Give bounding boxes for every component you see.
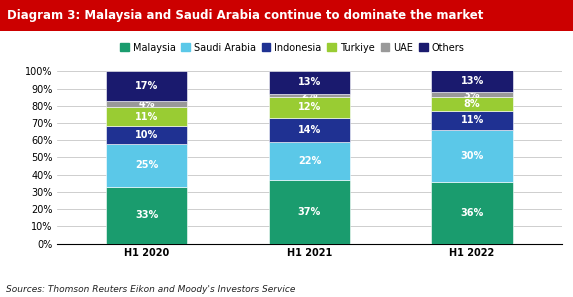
Text: 11%: 11% xyxy=(135,112,158,122)
Text: 3%: 3% xyxy=(464,89,480,99)
Text: 17%: 17% xyxy=(135,81,158,91)
Text: 36%: 36% xyxy=(461,208,484,217)
Bar xyxy=(269,97,350,118)
Bar xyxy=(431,130,513,181)
Bar xyxy=(431,69,513,92)
Text: 33%: 33% xyxy=(135,210,158,220)
Text: Sources: Thomson Reuters Eikon and Moody's Investors Service: Sources: Thomson Reuters Eikon and Moody… xyxy=(6,285,295,294)
Bar xyxy=(431,181,513,244)
Text: 22%: 22% xyxy=(298,156,321,166)
Text: 10%: 10% xyxy=(135,130,158,140)
Bar xyxy=(431,92,513,97)
Bar xyxy=(106,101,187,108)
Text: 2%: 2% xyxy=(301,90,317,100)
Text: 14%: 14% xyxy=(298,125,321,135)
Text: 4%: 4% xyxy=(139,99,155,109)
Bar xyxy=(106,71,187,101)
Bar xyxy=(431,97,513,111)
Text: 8%: 8% xyxy=(464,99,480,109)
Bar xyxy=(106,127,187,144)
Bar xyxy=(269,180,350,244)
Text: 11%: 11% xyxy=(461,115,484,125)
Text: Diagram 3: Malaysia and Saudi Arabia continue to dominate the market: Diagram 3: Malaysia and Saudi Arabia con… xyxy=(7,9,483,22)
Bar xyxy=(269,142,350,180)
Text: 12%: 12% xyxy=(298,102,321,113)
Bar xyxy=(431,111,513,130)
Text: 30%: 30% xyxy=(461,151,484,161)
Text: 13%: 13% xyxy=(461,76,484,86)
Bar xyxy=(106,144,187,187)
Bar xyxy=(269,71,350,94)
Text: 13%: 13% xyxy=(298,78,321,88)
Text: 37%: 37% xyxy=(298,207,321,217)
Bar xyxy=(106,187,187,244)
Bar xyxy=(106,108,187,127)
Legend: Malaysia, Saudi Arabia, Indonesia, Turkiye, UAE, Others: Malaysia, Saudi Arabia, Indonesia, Turki… xyxy=(120,42,465,53)
Bar xyxy=(269,94,350,97)
Bar xyxy=(269,118,350,142)
Text: 25%: 25% xyxy=(135,160,158,170)
